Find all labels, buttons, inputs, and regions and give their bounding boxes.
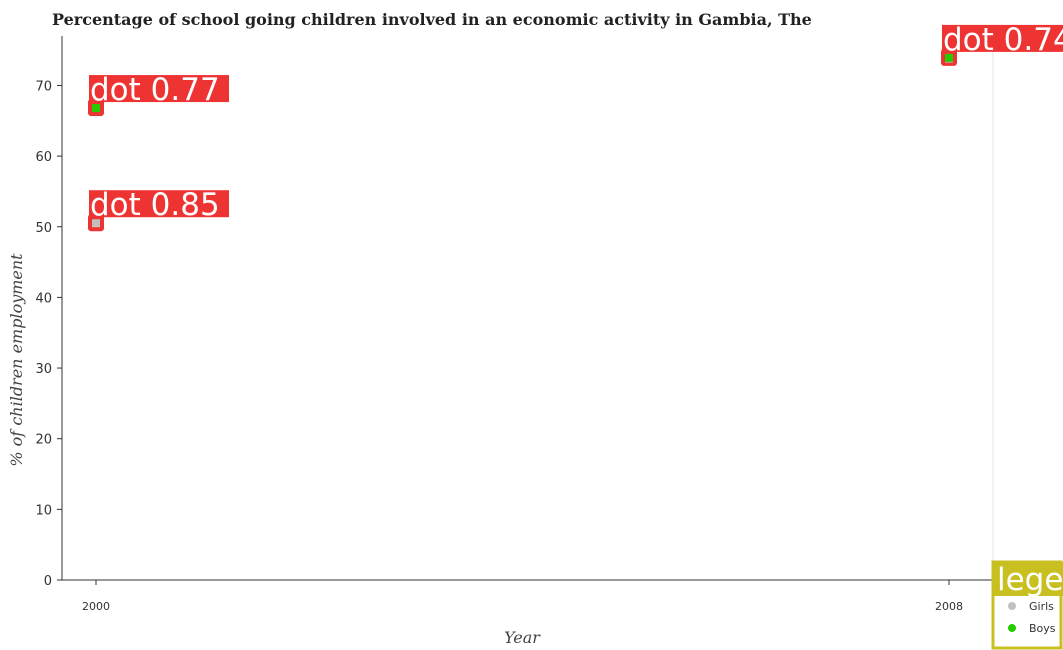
annotation-label-box	[942, 24, 1063, 52]
legend: legend Girls Boys	[991, 560, 1063, 650]
data-points	[92, 53, 953, 228]
legend-marker-boys	[1008, 624, 1016, 632]
legend-label-girls: Girls	[1029, 600, 1054, 613]
annotation-label: dot 0.74	[943, 22, 1063, 58]
annotation-label: dot 0.77	[90, 72, 220, 108]
data-point-boys	[92, 104, 100, 113]
y-tick-label: 40	[35, 291, 52, 306]
y-tick-label: 0	[44, 574, 52, 589]
x-tick-label: 2008	[935, 600, 963, 613]
annotation-label: dot 0.85	[90, 187, 220, 223]
axes: 0 10 20 30 40 50 60 70 2000 2008	[35, 36, 994, 613]
legend-title: legend	[997, 562, 1063, 598]
x-tick-label: 2000	[82, 600, 110, 613]
y-tick-label: 50	[35, 221, 52, 236]
legend-title-bar	[993, 562, 1063, 596]
annotations: dot 0.85 dot 0.77 dot 0.74	[88, 22, 1063, 232]
chart-title: Percentage of school going children invo…	[52, 10, 812, 29]
data-point-girls	[92, 219, 100, 228]
legend-marker-girls	[1008, 602, 1016, 610]
legend-items: Girls Boys	[1008, 600, 1056, 635]
y-axis-label: % of children employment	[7, 253, 26, 467]
y-tick-label: 30	[35, 362, 52, 377]
annotation-label-box	[89, 75, 229, 103]
y-tick-label: 20	[35, 433, 52, 448]
y-tick-label: 10	[35, 503, 52, 518]
y-tick-label: 70	[35, 79, 52, 94]
legend-label-boys: Boys	[1029, 622, 1056, 635]
y-tick-label: 60	[35, 150, 52, 165]
data-point-boys	[945, 53, 953, 62]
annotation-label-box	[89, 190, 229, 218]
x-axis-label: Year	[504, 628, 541, 647]
